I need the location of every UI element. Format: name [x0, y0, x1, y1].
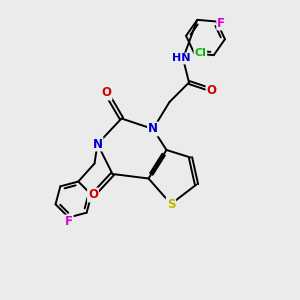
Text: N: N [148, 122, 158, 136]
Text: HN: HN [172, 53, 191, 64]
Text: O: O [101, 86, 112, 100]
Text: O: O [88, 188, 98, 202]
Text: F: F [65, 215, 73, 229]
Text: S: S [167, 197, 175, 211]
Text: F: F [217, 16, 225, 29]
Text: Cl: Cl [194, 49, 206, 58]
Text: N: N [92, 137, 103, 151]
Text: O: O [206, 83, 217, 97]
